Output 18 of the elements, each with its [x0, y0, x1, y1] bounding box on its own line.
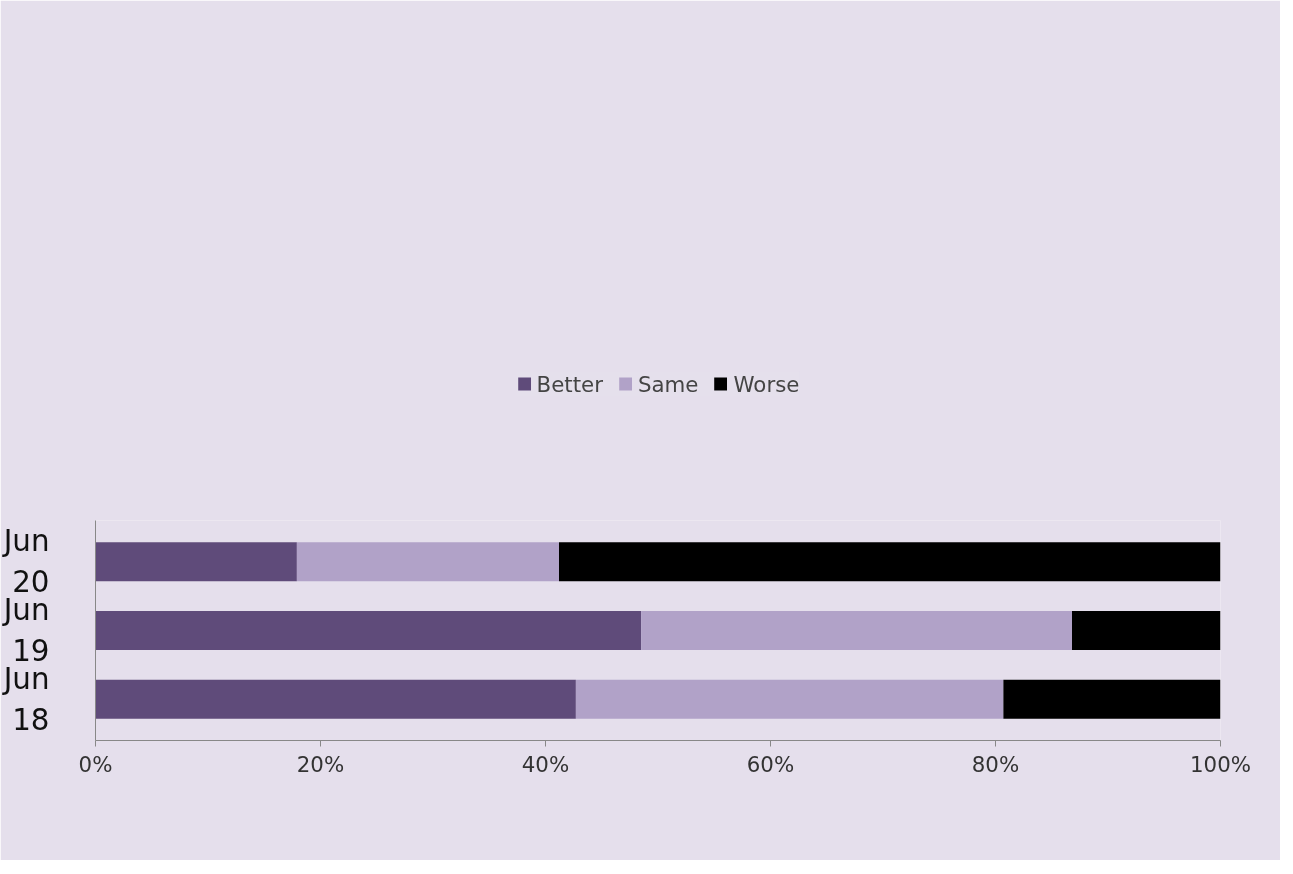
x-tick-label: 40% — [521, 751, 570, 777]
legend-label: Same — [637, 371, 699, 397]
x-tick-label: 0% — [78, 751, 113, 777]
x-tick-label: 80% — [971, 751, 1020, 777]
x-tick-label: 60% — [746, 751, 795, 777]
bar — [1003, 679, 1221, 719]
legend-label: Better — [536, 371, 603, 397]
bar — [95, 610, 642, 651]
bar — [95, 679, 576, 719]
bar — [641, 610, 1072, 651]
bar — [296, 542, 559, 582]
bar — [575, 679, 1004, 719]
legend-label: Worse — [733, 371, 800, 397]
bar — [95, 542, 297, 582]
bar — [1072, 610, 1221, 651]
bar — [559, 542, 1221, 582]
x-tick-label: 20% — [296, 751, 345, 777]
x-tick-label: 100% — [1190, 751, 1251, 777]
